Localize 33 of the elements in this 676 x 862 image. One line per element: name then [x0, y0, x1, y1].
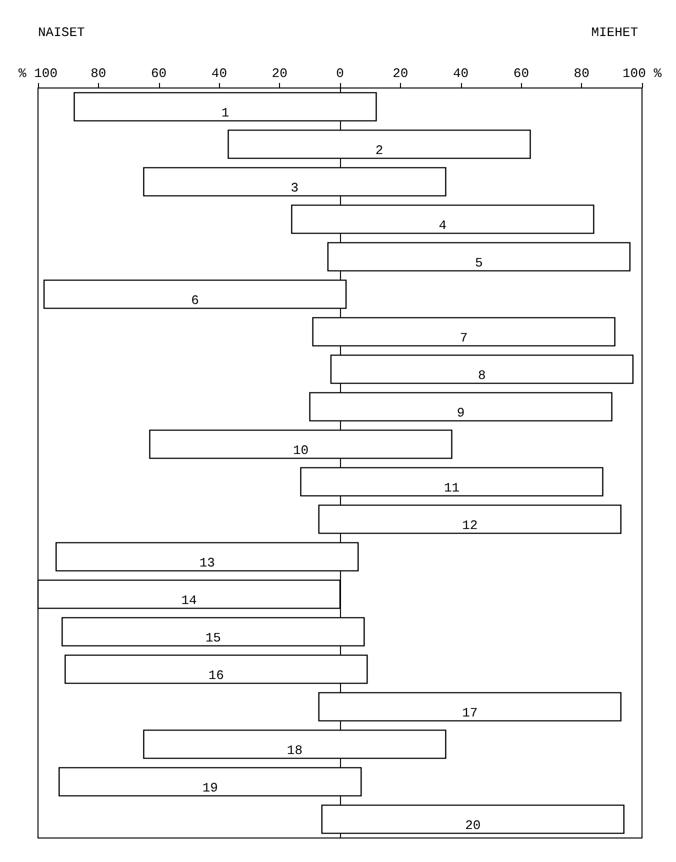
y-tick-label: 8	[478, 368, 486, 383]
y-tick-label: 19	[202, 780, 218, 796]
y-tick-label: 2	[375, 142, 384, 158]
y-tick-label: 7	[460, 330, 468, 346]
text: MIEHET	[591, 25, 638, 40]
y-tick-label: 9	[456, 405, 465, 420]
y-tick-label: 12	[462, 518, 478, 533]
x-tick-label: % 100	[18, 66, 58, 81]
y-tick-label: 3	[290, 180, 299, 196]
x-tick-label: 40	[452, 66, 469, 81]
y-tick-label: 14	[181, 592, 197, 608]
y-tick-label: 16	[208, 668, 224, 683]
y-tick-label: 5	[475, 255, 483, 270]
y-tick-label: 20	[465, 818, 481, 833]
x-tick-label: 80	[90, 66, 106, 81]
x-tick-label: 20	[272, 66, 288, 81]
x-tick-label: 100 %	[622, 66, 662, 81]
y-tick-label: 17	[462, 705, 478, 720]
y-tick-label: 15	[205, 630, 221, 646]
x-tick-label: 40	[211, 66, 228, 81]
x-tick-label: 0	[336, 66, 344, 81]
x-tick-label: 60	[513, 66, 530, 81]
x-tick-label: 60	[150, 66, 167, 81]
x-tick-label: 80	[574, 66, 590, 81]
y-tick-label: 11	[444, 480, 460, 496]
y-tick-label: 1	[221, 105, 230, 120]
y-tick-label: 6	[191, 292, 199, 308]
text: NAISET	[38, 25, 86, 40]
y-tick-label: 18	[286, 742, 303, 758]
x-tick-label: 20	[392, 66, 408, 81]
y-tick-label: 13	[199, 555, 215, 570]
y-tick-label: 10	[292, 442, 309, 458]
y-tick-label: 4	[438, 218, 447, 233]
